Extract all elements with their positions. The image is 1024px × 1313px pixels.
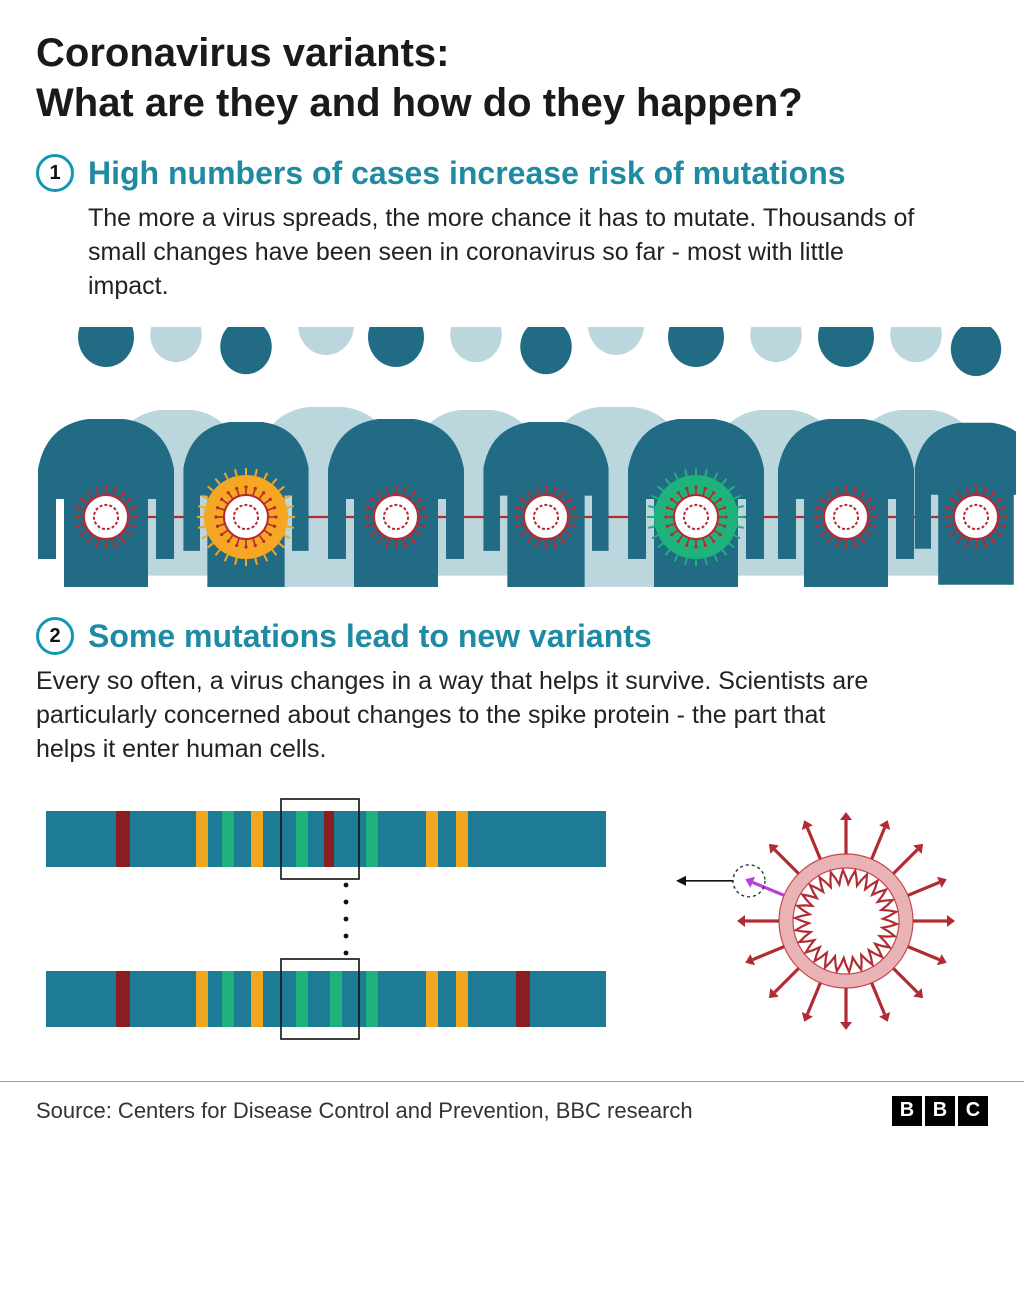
- virus-cross-section-diagram: [656, 791, 976, 1051]
- source-text: Source: Centers for Disease Control and …: [36, 1098, 693, 1124]
- bbc-logo-b2: B: [925, 1096, 955, 1126]
- section-2-header: 2 Some mutations lead to new variants: [36, 617, 988, 655]
- step-number-1: 1: [36, 154, 74, 192]
- people-transmission-diagram: [36, 327, 1016, 587]
- bbc-logo-c: C: [958, 1096, 988, 1126]
- section-2: 2 Some mutations lead to new variants Ev…: [36, 617, 988, 1050]
- genome-diagram-row: [36, 791, 988, 1051]
- genome-bars-diagram: [36, 791, 636, 1051]
- bbc-logo-b1: B: [892, 1096, 922, 1126]
- section-2-body: Every so often, a virus changes in a way…: [36, 665, 876, 766]
- footer: Source: Centers for Disease Control and …: [0, 1081, 1024, 1146]
- bbc-logo: B B C: [892, 1096, 988, 1126]
- title-line-1: Coronavirus variants:: [36, 31, 449, 75]
- step-number-2: 2: [36, 617, 74, 655]
- section-1-body: The more a virus spreads, the more chanc…: [88, 202, 928, 303]
- section-1: 1 High numbers of cases increase risk of…: [36, 154, 988, 587]
- page-title: Coronavirus variants: What are they and …: [36, 28, 988, 128]
- section-1-title: High numbers of cases increase risk of m…: [88, 155, 846, 192]
- title-line-2: What are they and how do they happen?: [36, 81, 803, 125]
- section-1-header: 1 High numbers of cases increase risk of…: [36, 154, 988, 192]
- section-2-title: Some mutations lead to new variants: [88, 618, 652, 655]
